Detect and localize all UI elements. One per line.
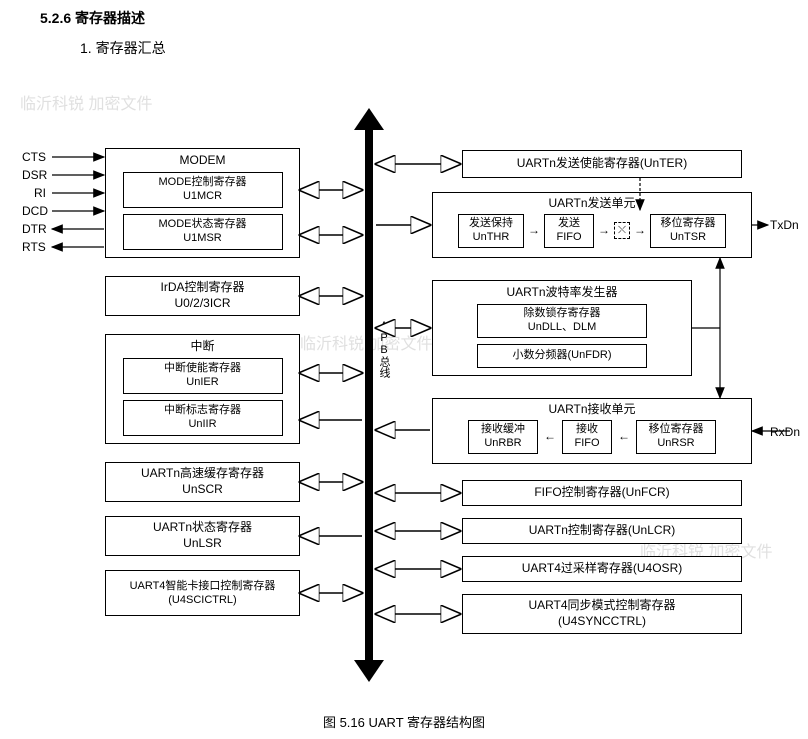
pin-cts: CTS: [22, 150, 46, 164]
u1mcr-box: MODE控制寄存器U1MCR: [123, 172, 283, 208]
u1msr-box: MODE状态寄存器U1MSR: [123, 214, 283, 250]
rx-unit-title: UARTn接收单元: [548, 402, 635, 418]
bus-arrow-up: [354, 108, 384, 130]
watermark-1: 临沂科锐 加密文件: [20, 90, 152, 114]
pin-dcd: DCD: [22, 204, 48, 218]
unscr-box: UARTn高速缓存寄存器UnSCR: [105, 462, 300, 502]
figure-caption: 图 5.16 UART 寄存器结构图: [0, 712, 808, 731]
unier-box: 中断使能寄存器UnIER: [123, 358, 283, 394]
arrow-glyph: ←: [618, 429, 630, 445]
interrupt-block: 中断 中断使能寄存器UnIER 中断标志寄存器UnIIR: [105, 334, 300, 444]
apb-bus-bar: [365, 128, 373, 662]
arrow-glyph: →: [528, 223, 540, 239]
modem-title: MODEM: [180, 153, 226, 169]
pin-rts: RTS: [22, 240, 46, 254]
unter-box: UARTn发送使能寄存器(UnTER): [462, 150, 742, 178]
undll-box: 除数锁存寄存器UnDLL、DLM: [477, 304, 647, 338]
u4syncctrl-box: UART4同步模式控制寄存器(U4SYNCCTRL): [462, 594, 742, 634]
interrupt-title: 中断: [190, 339, 214, 355]
bus-arrow-down: [354, 660, 384, 682]
u4scictrl-box: UART4智能卡接口控制寄存器(U4SCICTRL): [105, 570, 300, 616]
unrbr-box: 接收缓冲UnRBR: [468, 420, 538, 454]
baud-block: UARTn波特率发生器 除数锁存寄存器UnDLL、DLM 小数分频器(UnFDR…: [432, 280, 692, 376]
unfcr-box: FIFO控制寄存器(UnFCR): [462, 480, 742, 506]
unthr-box: 发送保持UnTHR: [458, 214, 524, 248]
irda-box: IrDA控制寄存器U0/2/3ICR: [105, 276, 300, 316]
pin-rxdn: RxDn: [770, 425, 800, 439]
switch-icon: ⤬: [614, 222, 630, 239]
unfdr-box: 小数分频器(UnFDR): [477, 344, 647, 368]
arrow-glyph: ←: [544, 429, 556, 445]
tx-fifo-box: 发送FIFO: [544, 214, 594, 248]
baud-title: UARTn波特率发生器: [506, 285, 617, 301]
uniir-box: 中断标志寄存器UnIIR: [123, 400, 283, 436]
modem-block: MODEM MODE控制寄存器U1MCR MODE状态寄存器U1MSR: [105, 148, 300, 258]
page-root: 5.2.6 寄存器描述 1. 寄存器汇总 临沂科锐 加密文件 临沂科锐 加密文件…: [0, 0, 808, 739]
pin-ri: RI: [34, 186, 46, 200]
arrow-glyph: →: [634, 223, 646, 239]
unlsr-box: UARTn状态寄存器UnLSR: [105, 516, 300, 556]
pin-dtr: DTR: [22, 222, 47, 236]
section-heading: 5.2.6 寄存器描述: [40, 8, 145, 28]
pin-dsr: DSR: [22, 168, 47, 182]
rx-unit-block: UARTn接收单元 接收缓冲UnRBR ← 接收FIFO ← 移位寄存器UnRS…: [432, 398, 752, 464]
rx-fifo-box: 接收FIFO: [562, 420, 612, 454]
apb-bus-label: APB总线: [376, 320, 392, 378]
sub-heading: 1. 寄存器汇总: [80, 38, 166, 58]
arrow-glyph: →: [598, 223, 610, 239]
unlcr-box: UARTn控制寄存器(UnLCR): [462, 518, 742, 544]
u4osr-box: UART4过采样寄存器(U4OSR): [462, 556, 742, 582]
tx-unit-block: UARTn发送单元 发送保持UnTHR → 发送FIFO → ⤬ → 移位寄存器…: [432, 192, 752, 258]
pin-txdn: TxDn: [770, 218, 799, 232]
unrsr-box: 移位寄存器UnRSR: [636, 420, 716, 454]
untsr-box: 移位寄存器UnTSR: [650, 214, 726, 248]
tx-unit-title: UARTn发送单元: [548, 196, 635, 212]
